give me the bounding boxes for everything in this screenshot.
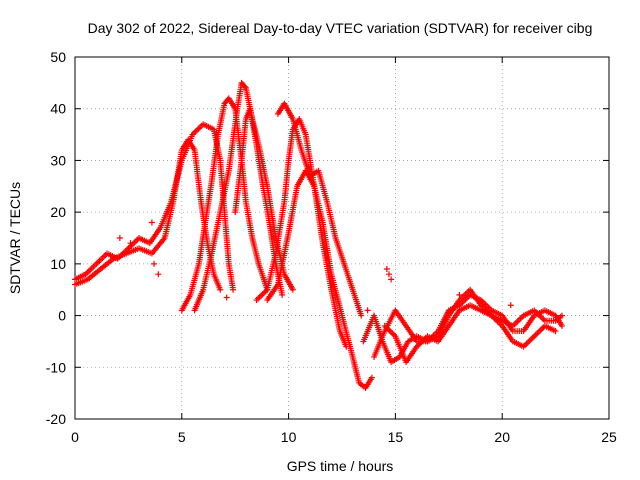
plot-frame: [74, 56, 610, 420]
axis-ticks: 0 5 10 15 20 25 -20 -10 0 10 20 30 40 50: [46, 49, 617, 445]
data-point-outlier: [223, 294, 230, 301]
x-tick-label: 5: [178, 429, 186, 445]
data-point-outlier: [385, 271, 392, 278]
y-tick-label: 20: [50, 204, 66, 220]
y-tick-label: 10: [50, 256, 66, 272]
y-axis-label: SDTVAR / TECUs: [7, 182, 23, 294]
y-tick-label: 30: [50, 152, 66, 168]
data-point-outlier: [507, 302, 514, 309]
y-tick-label: -20: [46, 411, 66, 427]
x-tick-label: 10: [281, 429, 297, 445]
data-point-outlier: [151, 260, 158, 267]
x-tick-label: 20: [494, 429, 510, 445]
grid: [75, 57, 609, 419]
data-point-outlier: [364, 307, 371, 314]
data-point: [289, 286, 296, 293]
data-point: [241, 83, 248, 90]
y-tick-label: 0: [58, 308, 66, 324]
x-axis-label: GPS time / hours: [287, 458, 394, 474]
data-point-outlier: [155, 271, 162, 278]
data-point: [217, 286, 224, 293]
data-point-outlier: [148, 219, 155, 226]
data-point: [559, 322, 566, 329]
data-point: [368, 374, 375, 381]
y-tick-label: 40: [50, 101, 66, 117]
data-point-outlier: [456, 291, 463, 298]
data-point: [279, 291, 286, 298]
y-tick-label: -10: [46, 359, 66, 375]
y-tick-label: 50: [50, 49, 66, 65]
x-tick-label: 0: [71, 429, 79, 445]
data-points: [72, 79, 566, 391]
data-point-outlier: [383, 266, 390, 273]
data-point-outlier: [116, 235, 123, 241]
data-point-outlier: [388, 276, 395, 283]
x-tick-label: 15: [388, 429, 404, 445]
chart-title: Day 302 of 2022, Sidereal Day-to-day VTE…: [88, 20, 593, 36]
data-point: [358, 312, 365, 319]
data-point: [230, 286, 237, 293]
data-point: [559, 312, 566, 319]
data-point-outlier: [127, 240, 134, 247]
data-point: [552, 328, 559, 335]
x-tick-label: 25: [601, 429, 617, 445]
